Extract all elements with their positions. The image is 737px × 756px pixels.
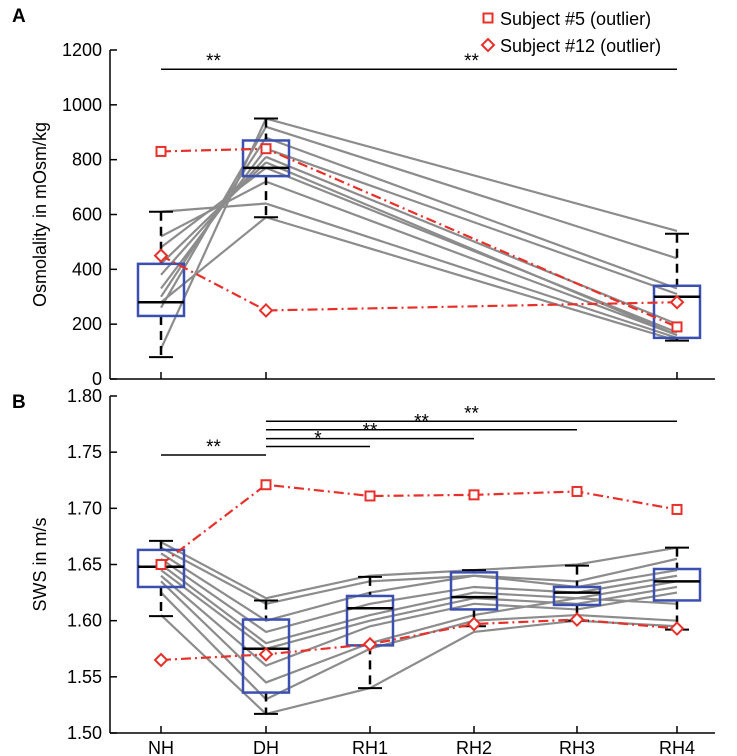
outlier-point xyxy=(364,490,376,502)
subject-line xyxy=(265,202,678,339)
y-tick-label: 200 xyxy=(72,314,102,334)
significance-label: ** xyxy=(206,437,221,458)
outlier-point xyxy=(260,143,272,155)
box xyxy=(652,284,702,340)
subject-line xyxy=(265,125,678,260)
x-tick-label: RH4 xyxy=(659,738,695,756)
boxplot-nh xyxy=(136,210,186,359)
subject-line xyxy=(265,117,678,233)
x-tick-label: DH xyxy=(253,738,279,756)
subject-line xyxy=(160,552,678,622)
y-tick-label: 1.60 xyxy=(67,611,102,631)
x-tick-label: NH xyxy=(148,738,174,756)
y-tick-label: 1.80 xyxy=(67,386,102,406)
outlier-subject-12 xyxy=(153,248,685,318)
significance-label: ** xyxy=(206,51,221,72)
subject-line xyxy=(160,202,267,213)
significance-label: ** xyxy=(464,403,479,424)
subject-line xyxy=(160,580,678,684)
y-tick-label: 400 xyxy=(72,259,102,279)
subject-line xyxy=(160,541,678,600)
subject-line xyxy=(160,161,267,265)
legend-item: Subject #5 (outlier) xyxy=(482,9,651,29)
significance-label: ** xyxy=(464,51,479,72)
boxplot-dh xyxy=(241,117,291,219)
boxplot-rh4 xyxy=(652,546,702,631)
legend-item: Subject #12 (outlier) xyxy=(480,36,661,56)
outlier-point xyxy=(155,145,167,157)
y-tick-label: 1.50 xyxy=(67,723,102,743)
legend-marker-diamond xyxy=(480,37,496,53)
outlier-point xyxy=(362,636,378,652)
x-tick-label: RH2 xyxy=(456,738,492,756)
legend: Subject #5 (outlier) Subject #12 (outlier… xyxy=(480,9,661,56)
outlier-point xyxy=(671,321,683,333)
subject-line xyxy=(160,563,678,645)
legend-label: Subject #5 (outlier) xyxy=(500,9,651,29)
legend-marker-square xyxy=(482,12,494,24)
subject-line xyxy=(265,216,678,342)
outlier-point xyxy=(153,248,169,264)
outlier-line xyxy=(160,483,678,566)
box xyxy=(449,571,499,611)
subject-line xyxy=(265,166,678,334)
significance-label: ** xyxy=(414,412,429,433)
y-tick-label: 600 xyxy=(72,205,102,225)
y-tick-label: 800 xyxy=(72,150,102,170)
outlier-point xyxy=(155,559,167,570)
outlier-subject-12 xyxy=(153,612,685,668)
subject-line xyxy=(160,574,678,667)
outlier-point xyxy=(153,652,169,668)
subject-line xyxy=(265,147,678,296)
panel-label-b: B xyxy=(12,392,26,413)
box xyxy=(136,548,186,589)
subject-line xyxy=(265,136,678,290)
subject-line xyxy=(160,591,678,701)
box xyxy=(552,585,602,607)
panel-b-sws: 1.50 1.55 1.60 1.65 1.70 1.75 1.80 SWS in m/s NH… xyxy=(30,386,715,756)
y-tick-label: 1.55 xyxy=(67,667,102,687)
outlier-point xyxy=(258,303,274,318)
outlier-point xyxy=(671,503,683,515)
subject-line xyxy=(160,148,267,290)
outlier-point xyxy=(571,485,583,497)
outlier-point xyxy=(669,621,685,636)
subject-line xyxy=(265,161,678,337)
outlier-subject-5 xyxy=(155,479,683,570)
subject-line xyxy=(265,180,678,337)
legend-label: Subject #12 (outlier) xyxy=(500,36,661,56)
y-tick-label: 1.70 xyxy=(67,498,102,518)
y-tick-label: 1000 xyxy=(62,95,102,115)
y-axis-label: SWS in m/s xyxy=(30,517,50,611)
outlier-subject-5 xyxy=(155,143,683,333)
outlier-line xyxy=(160,618,678,662)
subject-line xyxy=(160,180,267,238)
subject-lines xyxy=(160,541,678,716)
subject-line xyxy=(160,569,678,650)
panel-a-osmolality: 0 200 400 600 800 1000 1200 Osmolality in mOsm/… xyxy=(30,40,715,389)
y-tick-label: 1200 xyxy=(62,40,102,60)
x-tick-label: RH3 xyxy=(559,738,595,756)
outlier-point xyxy=(260,479,272,491)
outlier-point xyxy=(669,294,685,310)
outlier-point xyxy=(258,646,274,662)
subject-lines xyxy=(159,117,678,350)
panel-label-a: A xyxy=(12,6,26,27)
outlier-point xyxy=(569,612,585,627)
subject-line xyxy=(160,546,678,605)
y-axis-label: Osmolality in mOsm/kg xyxy=(30,122,50,307)
y-tick-label: 0 xyxy=(92,369,102,389)
subject-line xyxy=(160,216,267,304)
box xyxy=(652,567,702,602)
y-tick-label: 1.75 xyxy=(67,442,102,462)
outlier-point xyxy=(468,489,480,501)
subject-line xyxy=(160,156,267,276)
significance-label: ** xyxy=(363,421,378,442)
x-tick-label: RH1 xyxy=(352,738,388,756)
subject-line xyxy=(265,155,678,326)
box xyxy=(136,262,186,318)
outlier-point xyxy=(466,616,482,632)
y-tick-label: 1.65 xyxy=(67,555,102,575)
